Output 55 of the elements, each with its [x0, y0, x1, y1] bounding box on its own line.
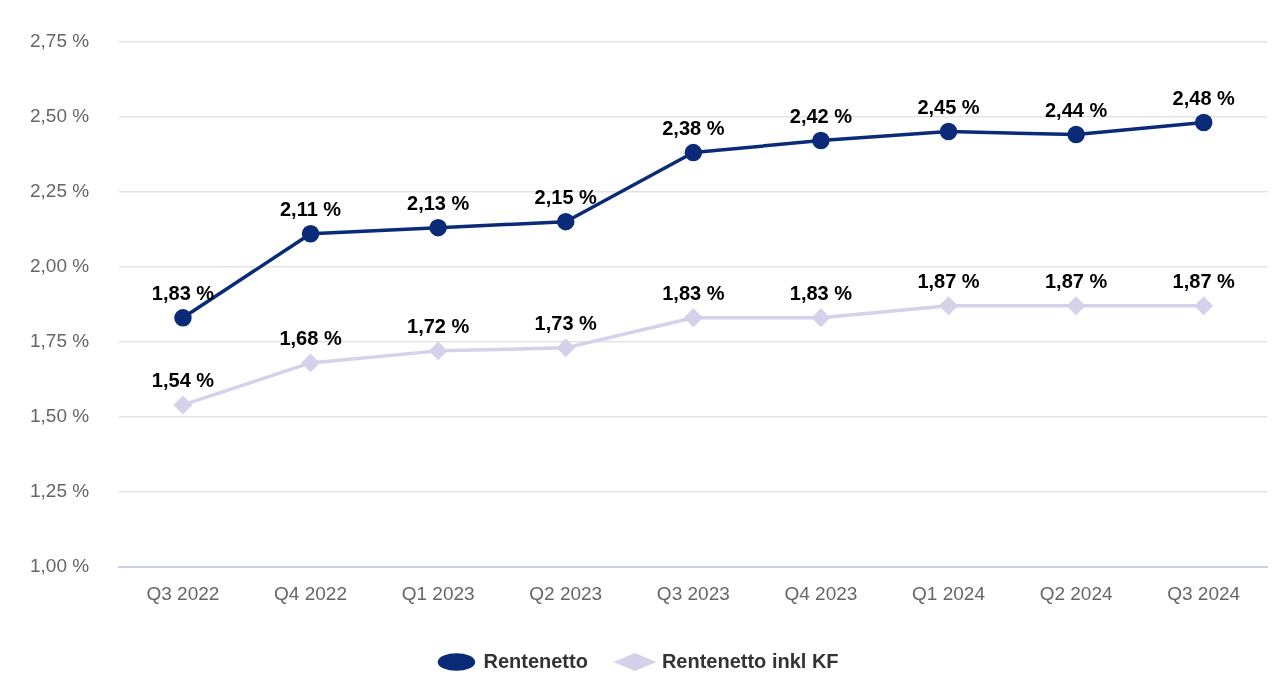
- data-label: 1,54 %: [151, 369, 215, 392]
- point: [556, 212, 575, 231]
- data-label: 1,72 %: [407, 315, 470, 338]
- point: [429, 342, 447, 360]
- data-label: 2,11 %: [279, 198, 342, 221]
- x-tick-label: Q4 2022: [274, 582, 347, 604]
- data-label: 2,15 %: [534, 186, 598, 209]
- data-label: 2,48 %: [1172, 87, 1236, 110]
- data-label: 2,42 %: [789, 105, 853, 128]
- point: [939, 122, 958, 141]
- data-label: 1,83 %: [151, 282, 215, 305]
- data-label: 1,87 %: [1044, 270, 1108, 293]
- point: [556, 339, 575, 357]
- x-tick-label: Q1 2024: [912, 582, 986, 604]
- data-label: 2,13 %: [407, 192, 470, 215]
- y-tick-label: 2,75 %: [30, 29, 90, 51]
- y-tick-label: 1,50 %: [30, 405, 90, 427]
- legend-label: Rentenetto inkl KF: [661, 649, 839, 672]
- x-tick-label: Q1 2023: [401, 582, 475, 604]
- point: [812, 131, 830, 150]
- data-label: 1,87 %: [917, 270, 980, 293]
- point: [684, 309, 703, 327]
- y-tick-label: 2,25 %: [30, 179, 90, 201]
- y-tick-label: 2,50 %: [30, 104, 90, 126]
- data-label: 2,45 %: [917, 96, 980, 119]
- point: [301, 224, 320, 243]
- y-tick-label: 1,00 %: [30, 555, 90, 577]
- data-label: 2,44 %: [1044, 99, 1108, 122]
- y-tick-label: 1,75 %: [30, 330, 90, 352]
- point: [429, 218, 447, 237]
- legend-label: Rentenetto: [483, 649, 588, 672]
- y-tick-label: 1,25 %: [30, 480, 90, 502]
- point: [1194, 297, 1213, 315]
- x-tick-label: Q4 2023: [784, 582, 858, 604]
- point: [684, 143, 703, 162]
- x-tick-label: Q2 2024: [1039, 582, 1113, 604]
- data-label: 2,38 %: [662, 117, 725, 140]
- data-label: 1,73 %: [534, 312, 598, 335]
- data-label: 1,87 %: [1172, 270, 1236, 293]
- point: [1194, 113, 1213, 132]
- x-tick-label: Q3 2024: [1167, 582, 1241, 604]
- point: [939, 297, 958, 315]
- point: [1067, 125, 1085, 144]
- point: [812, 309, 830, 327]
- point: [174, 396, 192, 414]
- point: [174, 309, 192, 327]
- point: [301, 354, 320, 372]
- point: [1067, 297, 1085, 315]
- x-tick-label: Q3 2023: [656, 582, 730, 604]
- x-tick-label: Q3 2022: [146, 582, 220, 604]
- data-label: 1,83 %: [662, 282, 725, 305]
- y-tick-label: 2,00 %: [30, 254, 90, 276]
- data-label: 1,68 %: [279, 327, 342, 350]
- x-tick-label: Q2 2023: [529, 582, 603, 604]
- data-label: 1,83 %: [789, 282, 853, 305]
